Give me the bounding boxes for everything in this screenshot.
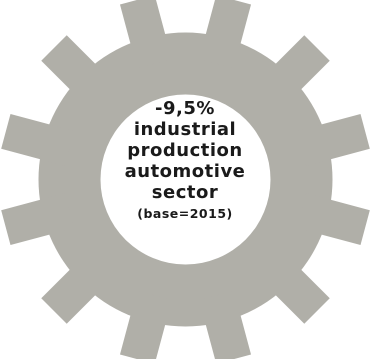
gear-tooth xyxy=(119,290,172,359)
statistic-line-automotive: automotive xyxy=(124,161,246,182)
gear-tooth xyxy=(199,0,252,69)
gear-tooth xyxy=(199,290,252,359)
gear-tooth xyxy=(257,251,330,324)
gear-tooth xyxy=(1,193,75,246)
gear-tooth xyxy=(296,113,370,166)
statistic-line-production: production xyxy=(127,140,243,161)
gear-center-circle xyxy=(100,94,271,265)
statistic-label: -9,5% industrial production automotive s… xyxy=(105,98,265,224)
gear-tooth xyxy=(41,35,114,108)
gear-tooth xyxy=(1,113,75,166)
statistic-line-industrial: industrial xyxy=(133,119,237,140)
gear-tooth xyxy=(119,0,172,69)
gear-tooth xyxy=(41,251,114,324)
statistic-base-note: (base=2015) xyxy=(137,206,233,221)
gear-tooth xyxy=(257,35,330,108)
statistic-line-sector: sector xyxy=(151,182,219,203)
statistic-value: -9,5% xyxy=(155,98,215,119)
gear-tooth xyxy=(296,193,370,246)
